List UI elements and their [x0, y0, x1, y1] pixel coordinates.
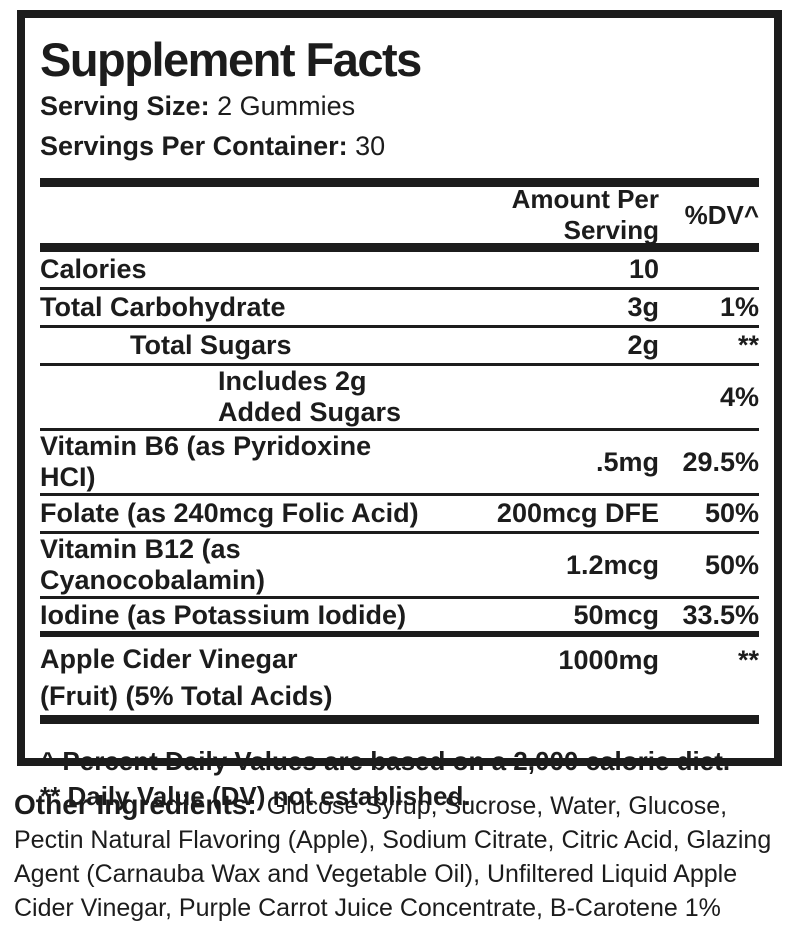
nutrient-row-vitamin-b6: Vitamin B6 (as Pyridoxine HCI) .5mg 29.5… [40, 431, 759, 496]
nutrient-name: Vitamin B12 (as Cyanocobalamin) [40, 534, 266, 595]
nutrient-name: Includes 2g Added Sugars [218, 366, 402, 427]
nutrient-dv: ** [737, 330, 759, 360]
nutrient-row-calories: Calories 10 [40, 252, 759, 290]
servings-per-container-line: Servings Per Container: 30 [40, 126, 759, 166]
other-ingredients: Other Ingredients: Glucose Syrup, Sucrose… [14, 788, 786, 925]
nutrient-amount: 200mcg DFE [496, 498, 659, 528]
servings-per-container-label: Servings Per Container: [40, 131, 348, 161]
nutrient-name: Iodine (as Potassium Iodide) [40, 599, 407, 630]
nutrient-row-total-sugars: Total Sugars 2g ** [40, 328, 759, 366]
nutrient-amount: 2g [627, 330, 659, 360]
other-ingredients-label: Other Ingredients: [14, 789, 257, 820]
servings-per-container-value: 30 [355, 131, 386, 161]
nutrient-row-added-sugars: Includes 2g Added Sugars 4% [40, 366, 759, 431]
footnote-percent-dv: ^ Percent Daily Values are based on a 2,… [40, 746, 731, 776]
serving-size-line: Serving Size: 2 Gummies [40, 86, 759, 126]
column-header-amount: Amount Per Serving [511, 184, 659, 245]
serving-size-label: Serving Size: [40, 91, 210, 121]
nutrient-amount: 1000mg [558, 645, 659, 675]
nutrient-name: Total Carbohydrate [40, 292, 286, 322]
nutrient-name: Folate (as 240mcg Folic Acid) [40, 498, 419, 528]
nutrient-name: Calories [40, 254, 147, 284]
nutrient-row-vitamin-b12: Vitamin B12 (as Cyanocobalamin) 1.2mcg 5… [40, 534, 759, 599]
column-header-dv: %DV^ [684, 199, 759, 230]
nutrient-name-line-1: Apple Cider Vinegar [40, 644, 298, 674]
nutrient-dv: 50% [704, 498, 759, 528]
footnotes: ^ Percent Daily Values are based on a 2,… [40, 734, 759, 814]
divider-thick-footnotes [40, 715, 759, 724]
nutrient-dv: 50% [704, 549, 759, 580]
divider-thick-top [40, 178, 759, 187]
column-header-row: Amount Per Serving %DV^ [40, 184, 759, 245]
serving-size-value: 2 Gummies [217, 91, 356, 121]
nutrient-dv: ** [737, 645, 759, 675]
nutrient-amount: 50mcg [573, 599, 659, 630]
nutrient-row-iodine: Iodine (as Potassium Iodide) 50mcg 33.5% [40, 599, 759, 637]
nutrient-row-total-carbohydrate: Total Carbohydrate 3g 1% [40, 290, 759, 328]
nutrient-amount: 10 [628, 254, 659, 284]
nutrient-row-folate: Folate (as 240mcg Folic Acid) 200mcg DFE… [40, 496, 759, 534]
nutrient-name: Vitamin B6 (as Pyridoxine HCI) [40, 431, 372, 492]
panel-title: Supplement Facts [40, 33, 422, 86]
nutrient-dv: 33.5% [682, 599, 759, 630]
nutrient-name-line-2: (Fruit) (5% Total Acids) [40, 681, 333, 711]
nutrient-dv: 29.5% [682, 446, 759, 477]
nutrient-amount: .5mg [595, 446, 659, 477]
nutrient-amount: 3g [627, 292, 659, 322]
footnote-dv-not-established: ** Daily Value (DV) not established. [40, 781, 471, 811]
divider-thick-header [40, 243, 759, 252]
nutrient-dv: 4% [719, 381, 759, 412]
nutrient-dv: 1% [719, 292, 759, 322]
nutrient-row-apple-cider-vinegar: Apple Cider Vinegar (Fruit) (5% Total Ac… [40, 637, 759, 715]
nutrient-name: Total Sugars [130, 330, 292, 360]
nutrient-name: Apple Cider Vinegar (Fruit) (5% Total Ac… [40, 641, 434, 715]
nutrient-amount: 1.2mcg [565, 549, 659, 580]
supplement-facts-panel: Supplement Facts Serving Size: 2 Gummies… [17, 10, 782, 811]
other-ingredients-text: Glucose Syrup, Sucrose, Water, Glucose, … [14, 792, 772, 922]
